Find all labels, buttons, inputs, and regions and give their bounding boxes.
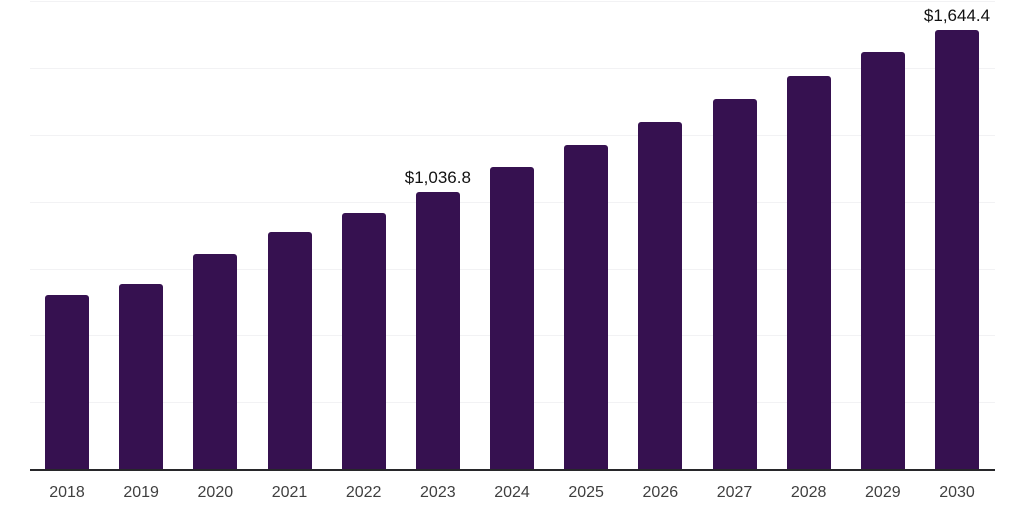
x-tick-label-2023: 2023 (420, 484, 456, 501)
x-tick-label-2021: 2021 (271, 484, 308, 501)
gridline-1500 (30, 68, 995, 70)
x-axis-line (30, 469, 995, 471)
x-tick-label-2020: 2020 (197, 484, 234, 501)
bar-2028 (786, 75, 831, 469)
x-tick-label-2019: 2019 (123, 484, 159, 501)
x-tick-label-2029: 2029 (865, 484, 901, 501)
bar-2022 (341, 213, 386, 469)
bar-2030 (935, 29, 979, 469)
x-tick-label-2022: 2022 (345, 484, 382, 501)
bar-2019 (119, 284, 164, 469)
x-tick-label-2024: 2024 (494, 484, 530, 501)
bar-2020 (193, 253, 238, 469)
x-tick-label-2030: 2030 (939, 484, 975, 501)
bar-2018 (45, 294, 89, 469)
x-tick-label-2025: 2025 (568, 484, 604, 501)
bar-2026 (638, 122, 683, 469)
bar-2027 (712, 98, 757, 469)
gridline-1750 (30, 1, 995, 3)
x-tick-label-2028: 2028 (790, 484, 827, 501)
bar-2021 (267, 232, 312, 469)
value-label-2030: $1,644.4 (923, 5, 991, 25)
gridline-1250 (30, 134, 995, 136)
x-tick-label-2018: 2018 (49, 484, 85, 501)
bar-2029 (860, 51, 905, 469)
value-label-2023: $1,036.8 (404, 167, 471, 187)
bar-2023 (415, 191, 460, 469)
bar-2025 (564, 145, 609, 469)
bar-2024 (490, 167, 534, 469)
x-tick-label-2026: 2026 (642, 484, 679, 501)
x-tick-label-2027: 2027 (716, 484, 753, 501)
